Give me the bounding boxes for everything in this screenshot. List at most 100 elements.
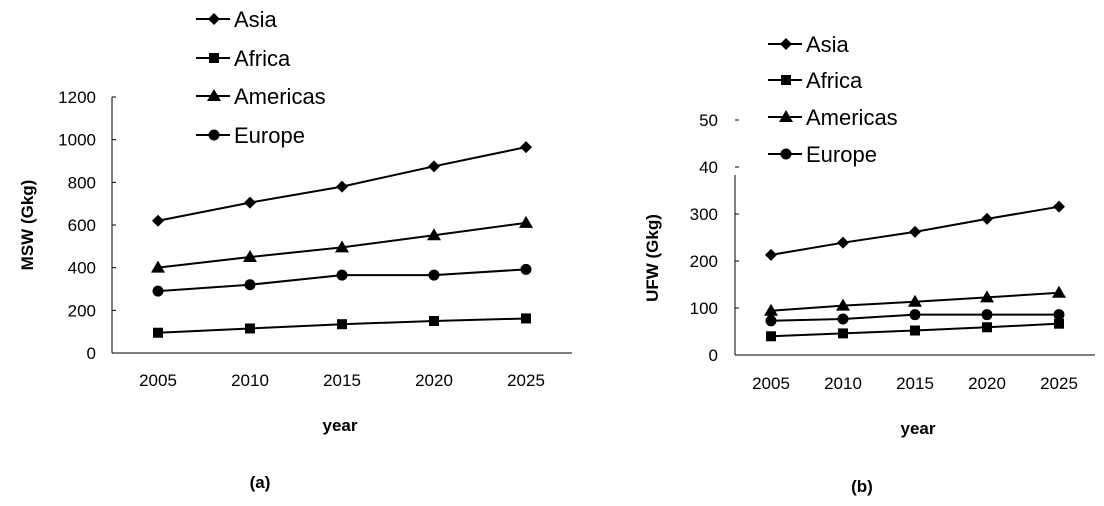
data-point-americas	[519, 215, 533, 228]
legend-marker-europe	[208, 129, 220, 141]
y-tick-label: 0	[87, 344, 96, 363]
legend-label: Americas	[234, 84, 326, 109]
data-point-africa	[521, 313, 531, 324]
data-point-africa	[982, 322, 992, 333]
legend-label: Africa	[806, 68, 863, 93]
data-point-asia	[837, 236, 849, 249]
data-point-asia	[428, 160, 440, 173]
legend-marker-europe	[780, 148, 792, 160]
data-point-africa	[1054, 318, 1064, 329]
data-point-asia	[336, 180, 348, 193]
legend-label: Europe	[234, 123, 305, 148]
legend-item-asia: Asia	[768, 32, 850, 57]
data-point-asia	[1053, 200, 1065, 213]
data-point-asia	[244, 196, 256, 209]
chart-b-y-axis-title: UFW (Gkg)	[643, 214, 662, 302]
legend-item-africa: Africa	[768, 68, 863, 93]
data-point-europe	[244, 279, 256, 291]
y-tick-label: 40	[699, 158, 718, 177]
legend-marker-asia	[208, 13, 220, 25]
chart-b-x-axis-title: year	[901, 419, 936, 438]
data-point-asia	[520, 141, 532, 154]
data-point-africa	[429, 316, 439, 326]
y-tick-label: 800	[68, 173, 96, 192]
legend-item-africa: Africa	[196, 46, 291, 71]
legend-marker-africa	[781, 75, 791, 85]
legend-item-asia: Asia	[196, 7, 278, 32]
data-point-americas	[335, 240, 349, 253]
data-point-americas	[243, 250, 257, 262]
data-point-africa	[838, 328, 848, 339]
x-tick-label: 2025	[1040, 374, 1078, 393]
y-tick-label: 1000	[58, 131, 96, 150]
data-point-americas	[1052, 285, 1066, 298]
x-tick-label: 2020	[415, 371, 453, 390]
data-point-europe	[765, 315, 777, 327]
x-tick-label: 2020	[968, 374, 1006, 393]
legend-marker-africa	[209, 53, 219, 63]
chart-a-lines	[157, 146, 527, 334]
y-tick-label: 200	[68, 301, 96, 320]
chart-a-legend: Asia Africa Americas Europe	[196, 7, 326, 148]
y-tick-label: 200	[690, 252, 718, 271]
legend-item-americas: Americas	[196, 84, 326, 109]
chart-a-ticks: 0 200 400 600 800 1000 1200 2005 2010 2015 2020 202…	[58, 88, 545, 390]
y-tick-label: 0	[709, 346, 718, 365]
y-tick-label: 50	[699, 111, 718, 130]
legend-item-europe: Europe	[196, 123, 305, 148]
x-tick-label: 2010	[231, 371, 269, 390]
y-tick-label: 400	[68, 259, 96, 278]
legend-marker-americas	[207, 89, 221, 101]
chart-a-x-axis-title: year	[323, 416, 358, 435]
y-tick-label: 600	[68, 216, 96, 235]
data-point-asia	[765, 248, 777, 261]
x-tick-label: 2010	[824, 374, 862, 393]
legend-marker-asia	[780, 38, 792, 50]
data-point-africa	[245, 323, 255, 334]
legend-label: Africa	[234, 46, 291, 71]
x-tick-label: 2025	[507, 371, 545, 390]
chart-b-legend: Asia Africa Americas Europe	[768, 32, 898, 167]
data-point-americas	[980, 290, 994, 303]
data-point-africa	[337, 319, 347, 330]
data-point-europe	[1053, 309, 1065, 321]
chart-a-panel-label: (a)	[250, 473, 271, 492]
legend-label: Asia	[234, 7, 278, 32]
legend-label: Europe	[806, 142, 877, 167]
data-point-americas	[908, 294, 922, 307]
chart-b-ticks: 0 100 200 300 40 50 2005 2010 2015 2020 2025	[690, 111, 1078, 393]
data-point-americas	[151, 260, 165, 273]
chart-b: 0 100 200 300 40 50 2005 2010 2015 2020 2025 UFW (…	[643, 32, 1095, 496]
x-tick-label: 2015	[896, 374, 934, 393]
chart-a-y-axis-title: MSW (Gkg)	[18, 180, 37, 271]
data-point-asia	[981, 212, 993, 225]
x-tick-label: 2005	[752, 374, 790, 393]
data-point-americas	[427, 228, 441, 241]
data-point-europe	[981, 309, 993, 321]
data-point-europe	[336, 269, 348, 281]
legend-label: Americas	[806, 105, 898, 130]
data-point-europe	[152, 285, 164, 297]
chart-a: 0 200 400 600 800 1000 1200 2005 2010 2015 2020 202…	[18, 7, 572, 492]
y-tick-label: 100	[690, 299, 718, 318]
data-point-africa	[910, 325, 920, 336]
chart-b-panel-label: (b)	[851, 477, 873, 496]
data-point-europe	[837, 313, 849, 325]
y-tick-label: 300	[690, 205, 718, 224]
data-point-europe	[428, 269, 440, 281]
data-point-americas	[836, 298, 850, 311]
data-point-europe	[520, 263, 532, 275]
x-tick-label: 2005	[139, 371, 177, 390]
data-point-africa	[153, 327, 163, 338]
data-point-americas	[764, 303, 778, 316]
legend-marker-americas	[779, 110, 793, 122]
data-point-asia	[909, 225, 921, 238]
y-tick-label: 1200	[58, 88, 96, 107]
legend-label: Asia	[806, 32, 850, 57]
legend-item-americas: Americas	[768, 105, 898, 130]
x-tick-label: 2015	[323, 371, 361, 390]
legend-item-europe: Europe	[768, 142, 877, 167]
data-point-europe	[909, 309, 921, 321]
chart-a-markers	[151, 141, 533, 338]
